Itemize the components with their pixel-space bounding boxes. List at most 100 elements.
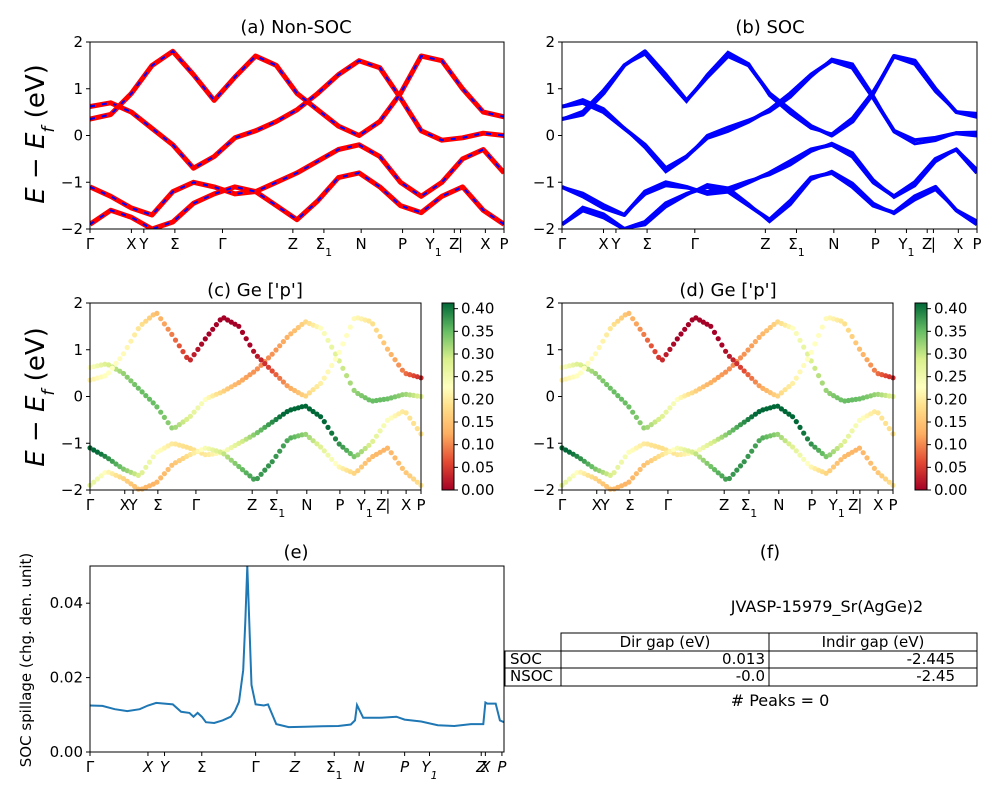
proj-point [314,441,320,447]
colorbar-tick-label: 0.40 [934,300,967,318]
proj-point [585,461,591,467]
proj-point [292,328,298,334]
proj-point [329,430,335,436]
proj-point [879,415,885,421]
proj-point [180,419,186,425]
proj-point [566,449,573,455]
proj-point [102,373,108,379]
spillage-line [89,565,505,729]
panel-b-ytick-label: −1 [533,173,555,191]
k-tick-label: Y1 [421,758,437,782]
proj-point [373,327,379,333]
k-tick-label: Γ [691,235,700,253]
proj-point [644,460,651,466]
band-line-dashed [90,143,504,217]
proj-point [786,384,792,390]
proj-point [626,404,632,410]
proj-point [793,448,799,454]
proj-point [659,413,666,419]
proj-point [775,403,781,409]
proj-point [213,322,219,328]
energy-ylabel-top: E − Ef (eV) [21,64,59,204]
proj-point [607,385,613,391]
proj-point [592,370,599,377]
proj-point [146,396,153,402]
proj-point [596,344,602,351]
colorbar-tick-label: 0.25 [461,368,494,386]
panel-f-title: (f) [760,542,780,563]
proj-point [277,375,283,381]
proj-point [407,415,413,421]
proj-point [871,367,878,373]
proj-point [146,315,153,321]
proj-point [600,338,606,344]
proj-point [399,465,405,471]
proj-point [790,444,796,450]
band-line-dashed [90,59,504,170]
proj-point [414,479,420,485]
panel-e-spillage: 0.000.020.04Γ X Y Σ Γ Z Σ1 N P Y1 ZX P [50,565,507,782]
k-tick-label: Y [160,758,171,776]
proj-point [239,467,246,473]
proj-point [128,338,134,344]
proj-point [626,479,632,485]
proj-point [819,380,825,386]
panel-c-ytick-label: 1 [73,341,83,359]
proj-point [633,321,640,327]
panel-b-title: (b) SOC [735,17,804,38]
table-row-nsoc-indir: -2.45 [916,667,955,685]
proj-point [760,385,766,391]
proj-point [191,352,197,358]
proj-point [868,362,874,368]
proj-point [756,334,762,340]
proj-point [258,471,264,477]
proj-point [719,342,725,348]
proj-point [830,449,837,455]
k-tick-label: Σ [625,496,634,514]
proj-point [262,467,268,473]
proj-point [626,449,632,455]
proj-point [682,326,688,332]
proj-point [719,372,725,378]
colorbar-tick-label: 0.40 [461,300,494,318]
proj-point [630,409,636,415]
proj-point [247,372,253,378]
proj-point [329,344,335,350]
proj-point [206,331,212,337]
proj-point [842,321,848,327]
proj-point [667,346,673,352]
proj-point [708,323,714,329]
proj-point [135,472,141,478]
table-row-soc-label: SOC [510,650,542,668]
proj-point [581,365,587,371]
proj-point [834,460,840,466]
proj-point [332,460,339,467]
proj-point [284,383,290,389]
proj-point [715,470,721,476]
proj-point [592,476,599,482]
proj-point [370,321,376,327]
k-tick-label: X [401,496,411,514]
proj-point [827,452,833,458]
proj-point [752,411,759,417]
proj-point [674,452,680,458]
k-tick-label: Σ1 [788,235,804,259]
k-tick-label: Y1 [828,496,845,520]
proj-point [254,475,260,482]
proj-point [366,442,372,448]
colorbar-tick-label: 0.00 [934,481,967,499]
k-tick-label: X [598,235,608,253]
proj-point [202,336,208,342]
panel-a-ytick-label: 1 [73,80,83,98]
proj-point [808,349,814,355]
k-tick-label: P [499,235,508,253]
proj-point [626,310,632,316]
proj-point [321,330,327,337]
proj-point [648,422,654,428]
proj-point [737,422,744,428]
k-tick-label: Z [475,758,487,776]
proj-point [726,366,733,372]
proj-point [358,464,365,470]
proj-point [853,340,859,346]
proj-point [678,331,684,337]
